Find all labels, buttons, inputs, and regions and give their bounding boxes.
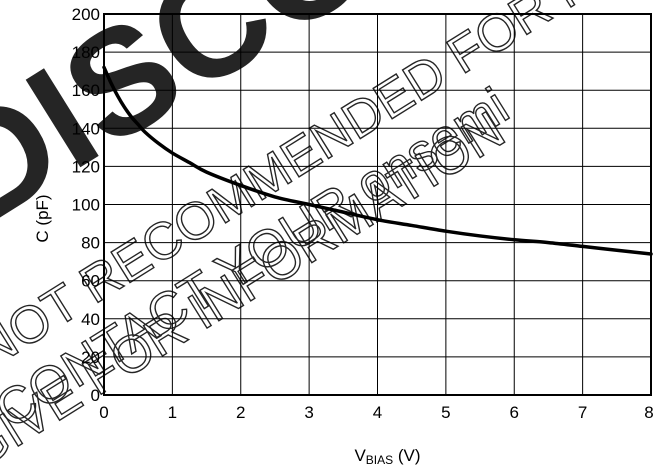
x-axis-label: VBIAS (V) bbox=[354, 446, 420, 467]
x-tick-labels: 0 1 2 3 4 5 6 7 8 bbox=[99, 403, 653, 422]
series-layer bbox=[102, 65, 653, 256]
capacitance-curve bbox=[102, 65, 653, 256]
y-tick-label: 40 bbox=[81, 310, 100, 329]
y-tick-label: 200 bbox=[72, 5, 100, 24]
plot-frame bbox=[103, 13, 652, 396]
x-tick-label: 6 bbox=[510, 403, 519, 422]
x-axis-label-main: V bbox=[354, 446, 366, 465]
y-tick-label: 60 bbox=[81, 272, 100, 291]
y-tick-label: 180 bbox=[72, 43, 100, 62]
x-tick-label: 3 bbox=[304, 403, 313, 422]
x-tick-label: 2 bbox=[236, 403, 245, 422]
y-tick-labels: 0 20 40 60 80 100 120 140 160 180 200 bbox=[72, 5, 100, 405]
y-tick-label: 100 bbox=[72, 196, 100, 215]
x-tick-label: 1 bbox=[168, 403, 177, 422]
x-tick-label: 5 bbox=[441, 403, 450, 422]
x-tick-label: 0 bbox=[99, 403, 108, 422]
y-tick-label: 0 bbox=[91, 386, 100, 405]
y-tick-label: 80 bbox=[81, 234, 100, 253]
x-axis-label-sub: BIAS bbox=[366, 453, 393, 467]
x-axis-label-unit: (V) bbox=[393, 446, 420, 465]
y-tick-label: 120 bbox=[72, 157, 100, 176]
x-tick-label: 4 bbox=[373, 403, 382, 422]
x-tick-label: 8 bbox=[644, 403, 653, 422]
y-tick-label: 160 bbox=[72, 81, 100, 100]
y-axis-label: C (pF) bbox=[33, 194, 52, 242]
y-tick-label: 140 bbox=[72, 119, 100, 138]
y-tick-label: 20 bbox=[81, 348, 100, 367]
x-tick-label: 7 bbox=[578, 403, 587, 422]
